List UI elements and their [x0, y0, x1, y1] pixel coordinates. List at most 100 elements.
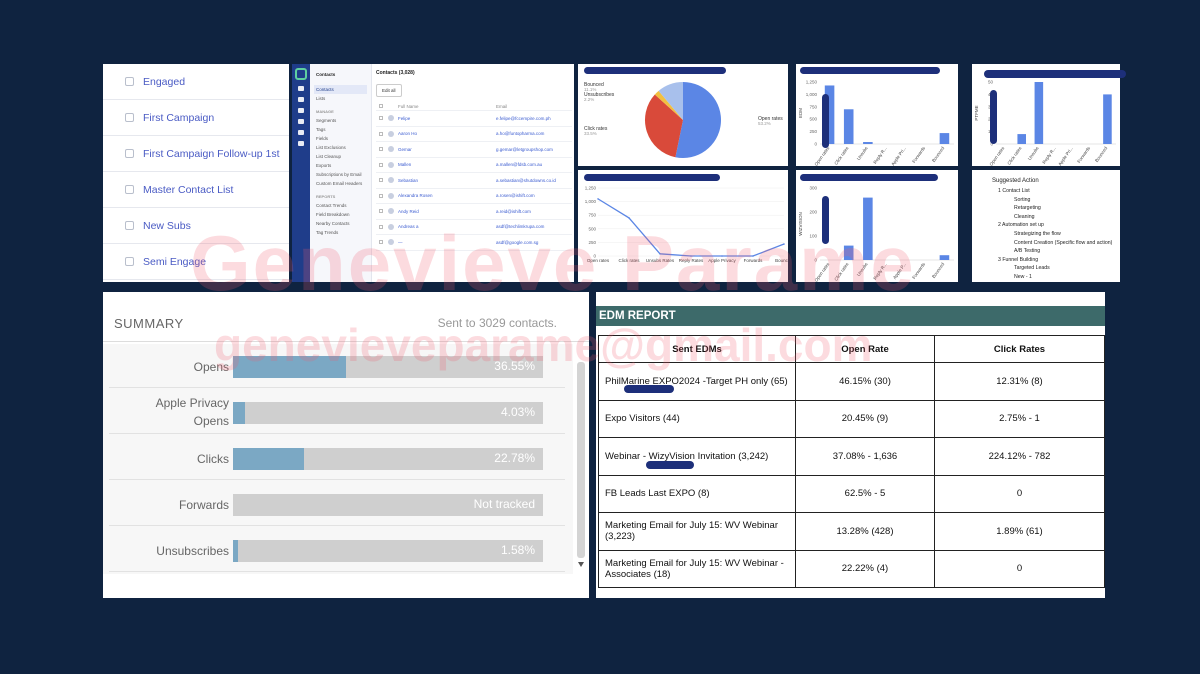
contact-name[interactable]: — — [398, 239, 403, 245]
table-row[interactable]: Mallen a.mallen@fdsb.com.au — [376, 158, 572, 173]
list-checkbox[interactable] — [125, 149, 134, 158]
list-name[interactable]: Engaged — [143, 75, 186, 88]
list-checkbox[interactable] — [125, 185, 134, 194]
list-item[interactable]: Engaged — [103, 64, 289, 100]
scroll-down-arrow-icon[interactable] — [578, 562, 584, 567]
summary-row: Unsubscribes 1.58% — [109, 528, 565, 572]
contact-name[interactable]: Mallen — [398, 162, 412, 168]
sidebar-item[interactable]: Segments — [316, 118, 337, 123]
redaction-mark — [800, 174, 938, 181]
settings-icon[interactable] — [298, 141, 304, 146]
list-name[interactable]: First Campaign — [143, 111, 215, 124]
list-name[interactable]: Master Contact List — [143, 183, 234, 196]
pie-slice — [645, 94, 683, 158]
line-chart-panel: 1,250 1,000 750 500 250 0 Open rates Click rate… — [578, 170, 788, 282]
sidebar-item[interactable]: List Cleanup — [316, 154, 342, 159]
row-checkbox[interactable] — [379, 162, 383, 167]
row-checkbox[interactable] — [379, 224, 383, 229]
row-checkbox[interactable] — [379, 131, 383, 136]
automations-icon[interactable] — [298, 119, 304, 124]
edm-open-rate: 20.45% (9) — [795, 399, 935, 438]
campaigns-icon[interactable] — [298, 108, 304, 113]
sidebar-item[interactable]: Fields — [316, 136, 329, 141]
table-row[interactable]: Aaron Ho a.ho@funtopharma.com — [376, 127, 572, 142]
contact-name[interactable]: Andreas a — [398, 224, 419, 230]
edit-all-button[interactable]: Edit all — [376, 84, 402, 97]
y-tick-label: 0 — [990, 142, 993, 147]
summary-bar: 36.55% — [233, 356, 543, 378]
row-checkbox[interactable] — [379, 116, 383, 121]
edm-report-title: EDM REPORT — [596, 306, 1105, 326]
contact-email: e.felipe@fccempire.com.ph — [496, 115, 551, 121]
list-name[interactable]: New Subs — [143, 219, 191, 232]
row-checkbox[interactable] — [379, 178, 383, 183]
table-row[interactable]: Felipe e.felipe@fccempire.com.ph — [376, 111, 572, 127]
pie-label: Click rates — [584, 126, 608, 132]
y-tick-label: 1,250 — [806, 80, 818, 85]
watermark-email: genevieveparame@gmail.com — [214, 319, 873, 371]
row-checkbox[interactable] — [379, 240, 383, 245]
contacts-icon[interactable] — [298, 97, 304, 102]
list-checkbox[interactable] — [125, 77, 134, 86]
x-tick-label: Forwards — [1076, 145, 1091, 164]
summary-bar: 1.58% — [233, 540, 543, 562]
sidebar-item[interactable]: Custom Email Headers — [316, 181, 363, 186]
table-row[interactable]: Alexandra Rosen a.rosen@ishift.com — [376, 189, 572, 204]
row-checkbox[interactable] — [379, 147, 383, 152]
table-row: Webinar - WizyVision Invitation (3,242) 3… — [598, 437, 1105, 476]
suggested-item: Strategizing the flow — [1014, 230, 1061, 237]
list-checkbox[interactable] — [125, 257, 134, 266]
list-item[interactable]: Master Contact List — [103, 172, 289, 208]
sidebar-item[interactable]: Lists — [316, 96, 326, 101]
table-row[interactable]: — asdf@google.com.sg — [376, 235, 572, 251]
search-icon[interactable] — [298, 86, 304, 91]
bar — [863, 197, 873, 260]
reports-icon[interactable] — [298, 130, 304, 135]
edm-open-rate: 22.22% (4) — [795, 549, 935, 588]
scrollbar-thumb[interactable] — [577, 362, 585, 558]
table-row[interactable]: Gemar g.gemar@letgroupshop.com — [376, 142, 572, 158]
list-name[interactable]: Semi Engage — [143, 255, 207, 268]
suggested-action-panel: Suggested Action 1 Contact List Sorting Ret… — [972, 170, 1120, 282]
table-row[interactable]: Sebastian a.sebastian@shutdowns.co.id — [376, 173, 572, 189]
list-item[interactable]: Semi Engage — [103, 244, 289, 280]
contact-name[interactable]: Gemar — [398, 146, 412, 152]
contact-name[interactable]: Alexandra Rosen — [398, 193, 433, 199]
sidebar-item[interactable]: Tag Trends — [316, 230, 339, 235]
select-all-checkbox[interactable] — [379, 104, 383, 108]
x-tick-label: Reply R... — [872, 146, 887, 165]
row-checkbox[interactable] — [379, 193, 383, 198]
pie-label: Bounced — [584, 82, 604, 88]
list-checkbox[interactable] — [125, 113, 134, 122]
redaction-mark — [646, 461, 694, 469]
contact-name[interactable]: Aaron Ho — [398, 131, 418, 137]
y-tick-label: 1,000 — [585, 199, 597, 204]
sidebar-item[interactable]: Contacts — [314, 85, 367, 94]
redaction-mark — [984, 70, 1126, 78]
edm-name: Marketing Email for July 15: WV Webinar … — [598, 549, 796, 588]
sidebar-item[interactable]: Nearby Contacts — [316, 221, 350, 226]
suggested-item: Sorting — [1014, 196, 1031, 203]
sidebar-item[interactable]: Field Breakdown — [316, 212, 350, 217]
list-checkbox[interactable] — [125, 221, 134, 230]
contact-email: a.reid@ishift.com — [496, 208, 531, 214]
contact-name[interactable]: Sebastian — [398, 177, 419, 183]
contact-name[interactable]: Felipe — [398, 115, 411, 121]
sidebar-item[interactable]: Exports — [316, 163, 332, 168]
sidebar-item[interactable]: Subscriptions by Email — [316, 172, 362, 177]
list-item[interactable]: New Subs — [103, 208, 289, 244]
app-icon-bar — [292, 64, 310, 282]
list-item[interactable]: First Campaign Follow-up 1st — [103, 136, 289, 172]
row-checkbox[interactable] — [379, 209, 383, 214]
table-row[interactable]: Andy Reid a.reid@ishift.com — [376, 204, 572, 220]
table-row[interactable]: Andreas a asdf@techlimkrupa.com — [376, 220, 572, 235]
sidebar-item[interactable]: List Exclusions — [316, 145, 346, 150]
summary-scrollbar[interactable] — [575, 348, 587, 574]
x-tick-label: Apple Pri... — [890, 146, 907, 166]
sidebar-item[interactable]: Contact Trends — [316, 203, 347, 208]
sidebar-item[interactable]: Tags — [316, 127, 326, 132]
list-item[interactable]: First Campaign — [103, 100, 289, 136]
contact-name[interactable]: Andy Reid — [398, 208, 419, 214]
list-name[interactable]: First Campaign Follow-up 1st — [143, 147, 280, 160]
